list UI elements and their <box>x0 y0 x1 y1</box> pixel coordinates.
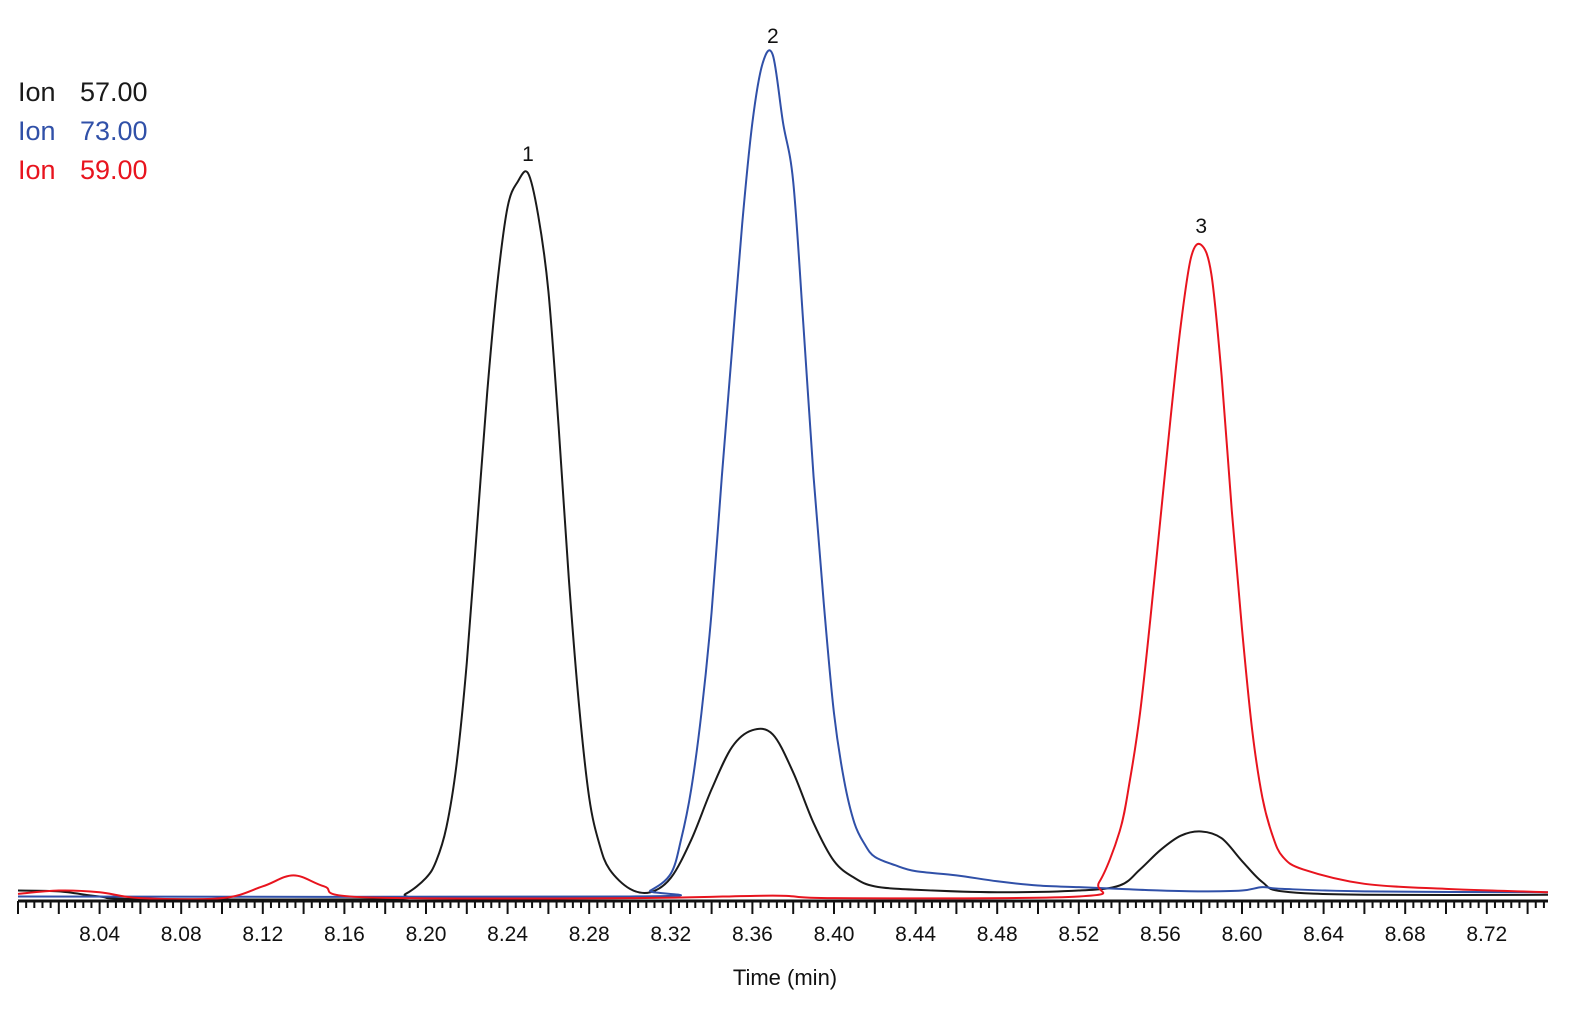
legend-value: 59.00 <box>80 155 148 185</box>
series-line-5700 <box>17 170 1549 901</box>
x-tick-label: 8.32 <box>650 923 691 946</box>
series-line-7300 <box>17 49 1549 898</box>
legend-entry-ion-57: Ion 57.00 <box>18 77 148 107</box>
x-tick-label: 8.48 <box>977 923 1018 946</box>
series-line-5900 <box>17 242 1549 901</box>
x-tick-label: 8.12 <box>242 923 283 946</box>
x-axis-title: Time (min) <box>733 965 837 990</box>
x-tick-label: 8.68 <box>1385 923 1426 946</box>
legend-prefix: Ion <box>18 155 56 185</box>
peak-label-3: 3 <box>1195 215 1207 238</box>
x-tick-label: 8.16 <box>324 923 365 946</box>
x-tick-label: 8.64 <box>1303 923 1344 946</box>
x-axis-ticks <box>17 901 1545 914</box>
peak-label-1: 1 <box>522 143 534 166</box>
x-tick-label: 8.20 <box>406 923 447 946</box>
legend-value: 57.00 <box>80 77 148 107</box>
x-tick-label: 8.56 <box>1140 923 1181 946</box>
series-layer <box>17 49 1549 901</box>
legend-prefix: Ion <box>18 116 56 146</box>
legend-entry-ion-59: Ion 59.00 <box>18 155 148 185</box>
x-tick-label: 8.04 <box>79 923 120 946</box>
x-tick-label: 8.72 <box>1466 923 1507 946</box>
x-tick-label: 8.40 <box>814 923 855 946</box>
legend: Ion 57.00 Ion 73.00 Ion 59.00 <box>18 77 148 185</box>
legend-prefix: Ion <box>18 77 56 107</box>
x-tick-label: 8.36 <box>732 923 773 946</box>
x-tick-label: 8.52 <box>1058 923 1099 946</box>
x-tick-label: 8.44 <box>895 923 936 946</box>
x-tick-label: 8.08 <box>161 923 202 946</box>
x-axis-tick-labels: 8.04 8.08 8.12 8.16 8.20 8.24 8.28 8.32 8.36 8.40… <box>79 923 1507 946</box>
x-tick-label: 8.28 <box>569 923 610 946</box>
x-tick-label: 8.24 <box>487 923 528 946</box>
legend-value: 73.00 <box>80 116 148 146</box>
peak-label-2: 2 <box>767 25 779 48</box>
peak-labels: 1 2 3 <box>522 25 1207 238</box>
legend-entry-ion-73: Ion 73.00 <box>18 116 148 146</box>
x-tick-label: 8.60 <box>1222 923 1263 946</box>
